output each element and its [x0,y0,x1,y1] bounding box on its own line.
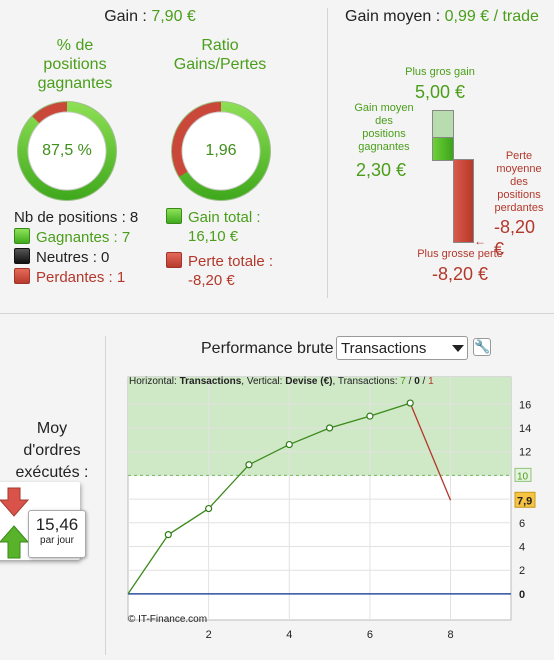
chevron-down-icon [452,345,464,352]
y-tick-label: 2 [519,565,525,577]
green-square-icon [166,208,182,224]
pct-donut-inner [27,111,107,191]
moy-ordres-label: Moy d'ordres exécutés : [15,420,89,481]
red-square-icon [166,252,182,268]
threshold-label-box [514,467,532,482]
gain-value: 7,90 € [151,8,196,25]
top-vertical-separator [327,8,328,298]
y-tick-label: 0 [519,589,525,601]
plus-gros-gain-bar [432,110,454,139]
perte-totale-value: -8,20 € [188,272,235,289]
ratio-title: Ratio Gains/Pertes [173,37,267,73]
last-value-label: 7,9 [517,495,532,507]
plus-gros-gain-value: 5,00 € [414,82,466,102]
gain-moyen-positions-label: Gain moyen des positions gagnantes [354,102,414,153]
y-tick-label: 16 [519,399,531,411]
last-value-box [514,491,536,508]
plus-grosse-perte-label: Plus grosse perte [417,248,503,260]
x-tick-label: 8 [447,629,453,641]
wrench-icon: 🔧 [474,339,491,354]
pct-winning-title: % de positions gagnantes [37,37,113,92]
nb-positions: Nb de positions : 8 [14,209,139,226]
data-point [325,424,334,432]
gain-moyen-positions-value: 2,30 € [356,160,407,180]
performance-select-value: Transactions [341,340,427,357]
orders-per-day-value: 15,46 [35,515,79,534]
section-separator [0,313,554,314]
orders-per-day-box: 15,46 par jour [28,510,86,558]
green-square-icon [14,228,30,244]
ratio-donut: 1,96 [166,100,276,202]
arrow-left-icon: ← [474,234,486,248]
data-point [406,399,414,407]
bottom-vertical-separator [105,336,106,655]
copyright-text: © IT-Finance.com [128,614,208,625]
performance-chart: 246802468121416107,9 Horizontal: Transac… [126,376,554,655]
gain-total-block: Gain total : 16,10 € [166,208,261,246]
data-point [164,531,172,539]
down-up-arrows-icon [0,487,30,559]
pct-winning-value: 87,5 % [42,142,92,159]
performance-title: Performance brute [201,340,334,357]
gain-heading: Gain : 7,90 € [104,8,196,25]
gain-moyen-heading: Gain moyen : 0,99 € / trade [345,8,539,25]
y-tick-label: 4 [519,542,525,554]
x-tick-label: 4 [286,629,292,641]
gain-moyen-value: 0,99 € / trade [444,8,539,25]
threshold-label: 10 [517,471,529,482]
orders-per-day-unit: par jour [40,535,74,546]
gain-moyen-bar [432,137,454,161]
wrench-button[interactable]: 🔧 [473,338,491,356]
y-tick-label: 6 [519,518,525,530]
y-tick-label: 12 [519,447,531,459]
data-point [205,504,213,513]
positions-legend: Nb de positions : 8 Gagnantes : 7 Neutre… [14,208,138,288]
ratio-value: 1,96 [205,142,237,159]
perte-moyenne-label: Perte moyenne des positions perdantes [494,150,544,214]
ratio-donut-inner [181,111,261,191]
data-point [245,461,253,469]
plus-gros-gain-label: Plus gros gain [405,66,475,78]
x-tick-label: 2 [206,629,212,641]
data-point [285,440,293,449]
y-tick-label: 14 [519,423,531,435]
data-point [366,412,374,420]
performance-select[interactable]: Transactions [336,336,468,360]
performance-chart-svg: 246802468121416107,9 [127,376,536,641]
perte-moyenne-bar [453,159,474,243]
perte-moyenne-value: -8,20 € [494,217,536,259]
gain-total-value: 16,10 € [188,228,239,245]
red-square-icon [14,268,30,284]
black-square-icon [14,248,30,264]
plus-grosse-perte-value: -8,20 € [431,264,489,284]
profit-band [128,377,511,476]
chart-info-line: Horizontal: Transactions, Vertical: Devi… [129,376,434,387]
equity-line-loss [409,402,452,501]
x-tick-label: 6 [367,629,373,641]
perte-totale-block: Perte totale : -8,20 € [166,252,273,290]
equity-line-gain [127,402,411,595]
pct-winning-donut: 87,5 % [12,100,122,202]
legend-neutres: Neutres : 0 [14,248,138,268]
legend-perdantes: Perdantes : 1 [14,268,138,288]
legend-gagnantes: Gagnantes : 7 [14,228,138,248]
